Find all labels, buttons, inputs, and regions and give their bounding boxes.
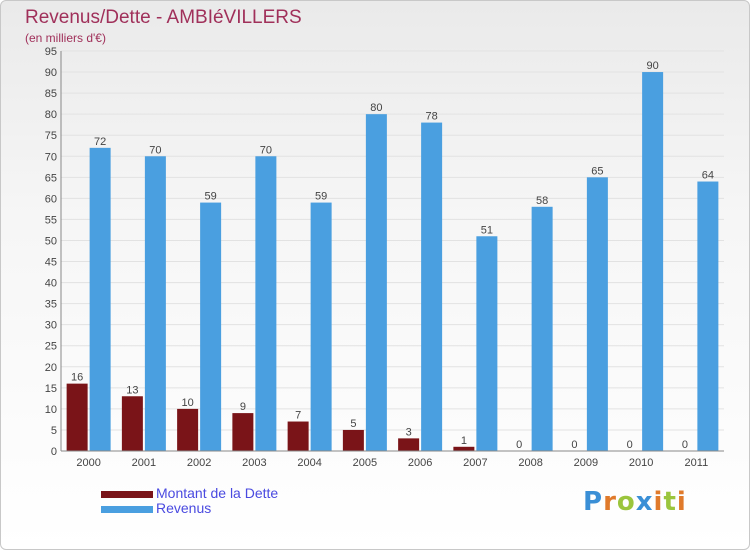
y-tick-label: 85 [45,88,57,100]
legend-swatch-dette [101,491,153,498]
bar-revenus [421,122,443,451]
x-tick-label: 2004 [297,457,321,469]
y-tick-label: 35 [45,299,57,311]
x-tick-label: 2011 [685,457,709,469]
x-tick-label: 2005 [353,457,377,469]
bar-dette [342,429,364,451]
data-label: 58 [536,195,548,207]
data-label: 59 [315,191,327,203]
y-tick-label: 95 [45,46,57,58]
bar-revenus [697,181,719,452]
x-tick-label: 2003 [242,457,266,469]
y-tick-label: 10 [45,404,57,416]
bar-revenus [200,202,222,451]
data-label: 70 [260,144,272,156]
bar-revenus [310,202,332,451]
data-label: 70 [149,144,161,156]
data-label: 59 [205,191,217,203]
y-tick-label: 90 [45,67,57,79]
data-label: 13 [126,384,138,396]
bars [66,72,719,452]
data-label: 90 [647,60,659,72]
data-label: 80 [370,102,382,114]
data-label: 72 [94,136,106,148]
data-label: 16 [71,372,83,384]
data-label: 5 [350,418,356,430]
bar-dette [66,383,88,451]
x-tick-label: 2002 [187,457,211,469]
bar-revenus [144,156,166,451]
chart-subtitle: (en milliers d'€) [25,31,106,45]
data-label: 78 [426,111,438,123]
proxiti-logo: Proxiti [583,487,687,517]
y-tick-label: 5 [51,425,57,437]
data-label: 3 [406,426,412,438]
legend-label-dette: Montant de la Dette [156,485,279,501]
x-tick-label: 2006 [408,457,432,469]
bar-dette [398,438,420,451]
bar-revenus [476,236,498,451]
y-tick-label: 65 [45,172,57,184]
x-tick-label: 2009 [574,457,598,469]
y-tick-label: 50 [45,235,57,247]
y-tick-label: 80 [45,109,57,121]
grid-lines [61,50,724,452]
legend-swatch-revenus [101,506,153,513]
y-tick-label: 30 [45,320,57,332]
bar-dette [232,413,254,451]
x-tick-label: 2007 [463,457,487,469]
bar-revenus [531,206,553,451]
x-tick-label: 2008 [518,457,542,469]
data-label: 65 [591,165,603,177]
data-label: 64 [702,170,714,182]
y-axis-ticks: 0 5 10 15 20 25 30 35 40 45 50 55 60 65 70 75 80 85 90 95 [45,46,57,458]
data-label: 9 [240,401,246,413]
y-tick-label: 75 [45,130,57,142]
data-label: 7 [295,410,301,422]
bar-revenus [255,156,277,451]
x-tick-label: 2010 [629,457,653,469]
bar-dette [121,396,143,451]
data-label: 51 [481,224,493,236]
y-tick-label: 45 [45,257,57,269]
y-tick-label: 40 [45,278,57,290]
data-label: 0 [516,439,522,451]
bar-dette [453,446,475,451]
bar-revenus [642,72,664,451]
data-label: 1 [461,435,467,447]
data-label: 0 [571,439,577,451]
y-tick-label: 60 [45,193,57,205]
data-label: 0 [682,439,688,451]
x-tick-label: 2000 [76,457,100,469]
legend-label-revenus: Revenus [156,500,212,516]
data-label: 10 [182,397,194,409]
y-tick-label: 20 [45,362,57,374]
bar-dette [177,408,199,451]
chart-title: Revenus/Dette - AMBIéVILLERS [25,7,302,28]
y-tick-label: 15 [45,383,57,395]
y-tick-label: 70 [45,151,57,163]
bar-revenus [586,177,608,451]
bar-revenus [365,114,387,451]
data-label: 0 [627,439,633,451]
bar-revenus [89,147,111,451]
x-tick-label: 2001 [132,457,156,469]
y-tick-label: 0 [51,446,57,458]
bar-dette [287,421,309,451]
x-axis-ticks: 2000 2001 2002 2003 2004 2005 2006 2007 2008 2009… [76,457,708,469]
y-tick-label: 55 [45,214,57,226]
y-tick-label: 25 [45,341,57,353]
